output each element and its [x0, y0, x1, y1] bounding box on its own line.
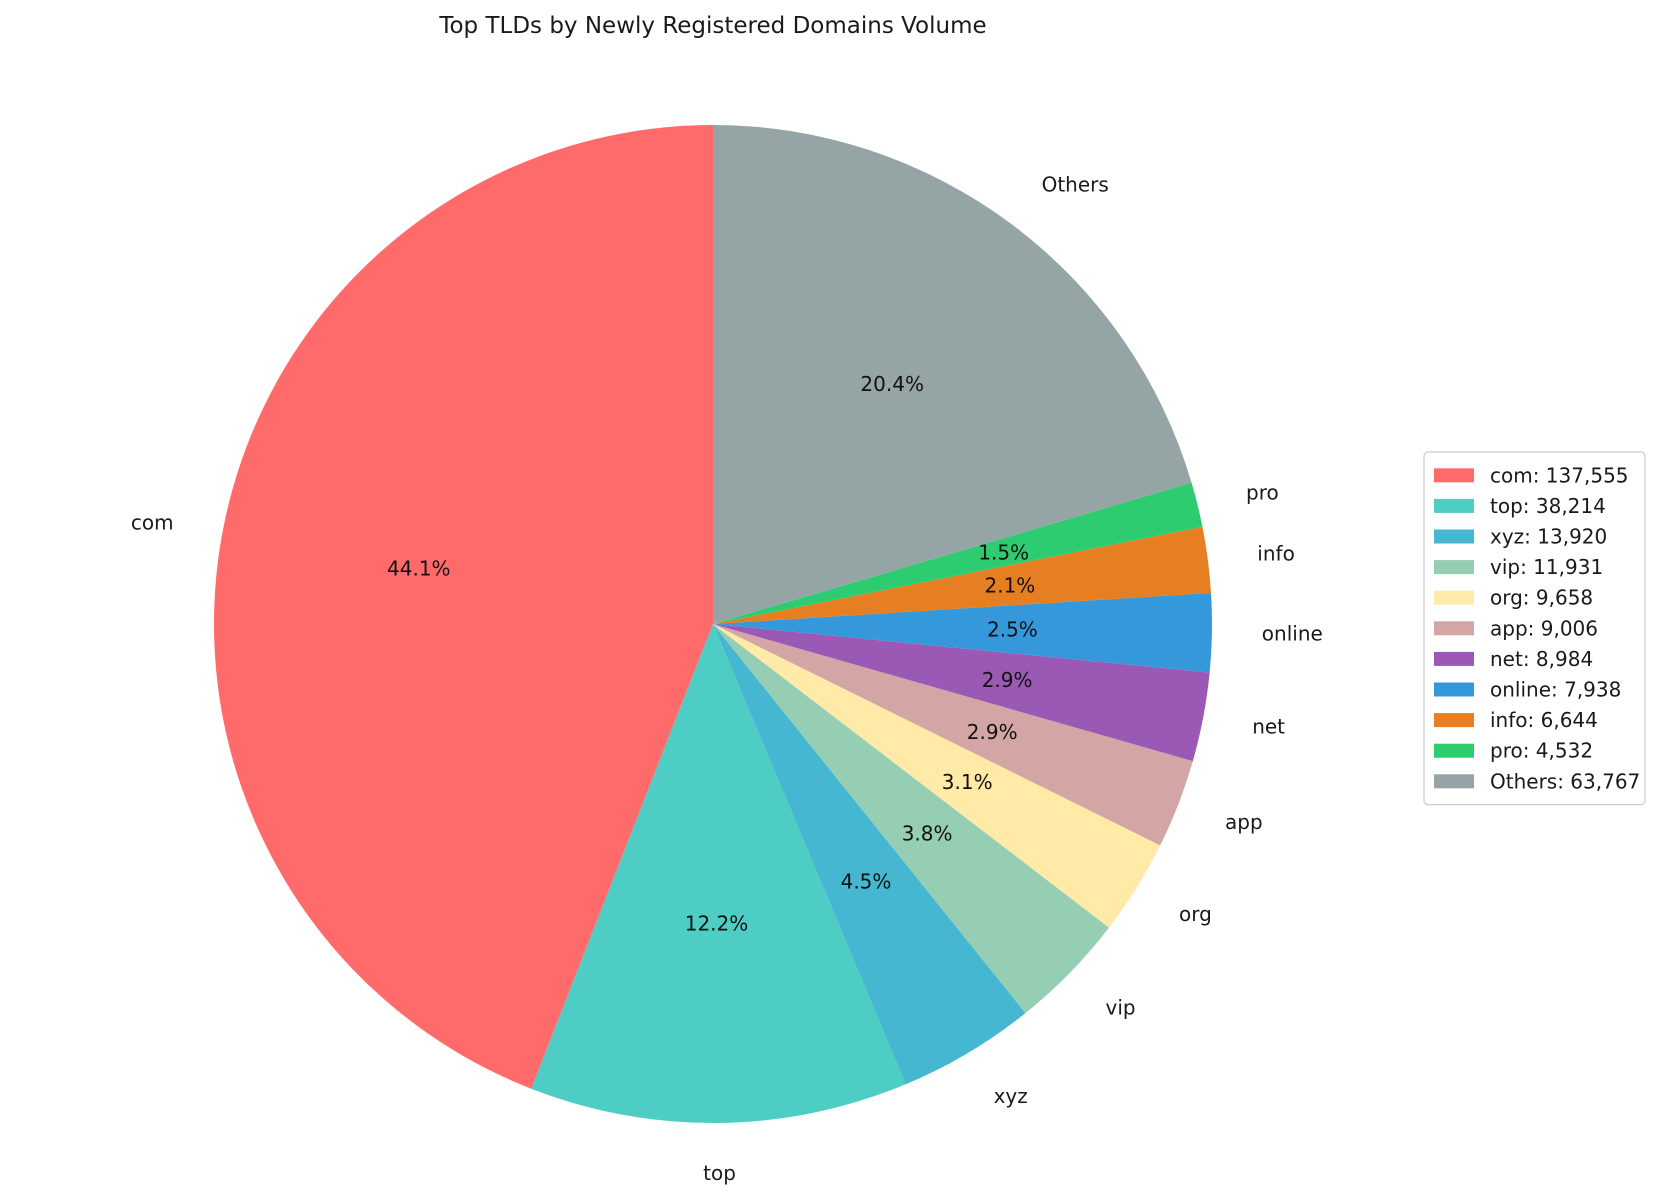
percent-label-others: 20.4% — [860, 372, 924, 396]
legend-swatch-xyz — [1434, 529, 1474, 544]
pie-slice-xyz — [713, 624, 1026, 1085]
percent-labels: 44.1% 12.2% 4.5% 3.8% 3.1% 2.9% 2.9% 2.5% 2.1% 1.… — [387, 372, 1038, 935]
legend-entry-vip: vip: 11,931 — [1490, 555, 1603, 579]
pie-slice-net — [713, 624, 1210, 762]
pie-slice-vip — [713, 624, 1110, 1014]
percent-label-pro: 1.5% — [978, 540, 1029, 564]
pie-slice-org — [713, 624, 1161, 928]
legend-swatch-info — [1434, 713, 1474, 728]
percent-label-com: 44.1% — [387, 557, 451, 581]
pie-slice-info — [713, 526, 1212, 624]
percent-label-app: 2.9% — [967, 720, 1018, 744]
pie-slice-com — [213, 125, 713, 1089]
legend-entry-net: net: 8,984 — [1490, 647, 1593, 671]
legend-swatch-others — [1434, 774, 1474, 789]
slice-label-org: org — [1179, 902, 1212, 926]
legend-entry-online: online: 7,938 — [1490, 678, 1621, 702]
slice-label-online: online — [1262, 622, 1323, 646]
legend-entry-app: app: 9,006 — [1490, 616, 1598, 640]
legend-entry-com: com: 137,555 — [1490, 463, 1629, 487]
slice-label-info: info — [1257, 541, 1295, 565]
pie-slice-app — [713, 624, 1193, 846]
legend-entry-info: info: 6,644 — [1490, 708, 1598, 732]
slice-label-net: net — [1252, 715, 1285, 739]
slice-label-pro: pro — [1246, 481, 1279, 505]
slice-label-top: top — [703, 1161, 736, 1185]
percent-label-top: 12.2% — [685, 911, 749, 935]
pie-slices — [213, 125, 1212, 1124]
slice-labels: com top xyz vip org app net online info pro Others — [131, 172, 1323, 1185]
legend-entry-org: org: 9,658 — [1490, 586, 1593, 610]
legend-swatch-online — [1434, 682, 1474, 697]
slice-label-com: com — [131, 510, 174, 534]
percent-label-xyz: 4.5% — [841, 869, 892, 893]
percent-label-net: 2.9% — [982, 668, 1033, 692]
slice-label-app: app — [1225, 810, 1263, 834]
slice-label-others: Others — [1042, 172, 1109, 196]
pie-slice-others — [713, 125, 1192, 624]
legend-entry-top: top: 38,214 — [1490, 494, 1606, 518]
legend-swatch-top — [1434, 498, 1474, 513]
legend: com: 137,555 top: 38,214 xyz: 13,920 vip: 1… — [1423, 451, 1646, 806]
percent-label-vip: 3.8% — [902, 821, 953, 845]
legend-swatch-pro — [1434, 743, 1474, 758]
legend-entry-xyz: xyz: 13,920 — [1490, 525, 1607, 549]
legend-swatch-vip — [1434, 560, 1474, 575]
legend-entry-others: Others: 63,767 — [1490, 769, 1640, 793]
legend-swatch-app — [1434, 621, 1474, 636]
pie-slice-top — [531, 624, 906, 1124]
legend-entry-pro: pro: 4,532 — [1490, 739, 1593, 763]
slice-label-xyz: xyz — [994, 1084, 1028, 1108]
percent-label-online: 2.5% — [987, 617, 1038, 641]
chart-title: Top TLDs by Newly Registered Domains Vol… — [438, 13, 986, 39]
pie-slice-pro — [713, 482, 1203, 624]
legend-swatch-net — [1434, 651, 1474, 666]
pie-slice-online — [713, 592, 1212, 673]
slice-label-vip: vip — [1106, 996, 1136, 1020]
percent-label-org: 3.1% — [942, 770, 993, 794]
legend-frame — [1423, 451, 1646, 806]
legend-swatch-org — [1434, 590, 1474, 605]
percent-label-info: 2.1% — [984, 573, 1035, 597]
legend-swatch-com — [1434, 468, 1474, 483]
